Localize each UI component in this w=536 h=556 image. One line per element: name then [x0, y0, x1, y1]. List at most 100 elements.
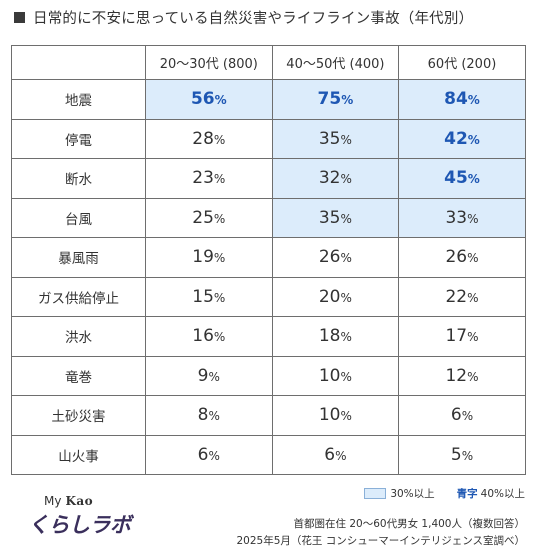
logo-kao: Kao: [65, 494, 94, 508]
value-cell: 9%: [145, 355, 273, 396]
value-unit: %: [340, 251, 352, 266]
value-cell: 19%: [145, 237, 273, 278]
value-cell: 25%: [145, 197, 273, 238]
table-row: 竜巻 9% 10% 12%: [11, 355, 526, 396]
footnote-sample: 首都圏在住 20〜60代男女 1,400人（複数回答）: [293, 518, 525, 530]
table-row: 土砂災害 8% 10% 6%: [11, 395, 526, 436]
title-square-icon: [14, 11, 25, 23]
row-label: 停電: [11, 118, 146, 159]
value-unit: %: [467, 330, 479, 345]
row-label: 暴風雨: [11, 237, 146, 278]
footnote-source: 2025年5月（花王 コンシューマーインテリジェンス室調べ）: [236, 535, 525, 547]
row-label: 断水: [11, 158, 146, 199]
value-cell: 28%: [145, 118, 273, 159]
value-cell: 35%: [271, 118, 400, 159]
value-cell: 6%: [271, 434, 400, 475]
value-number: 56: [190, 89, 215, 110]
value-number: 26: [445, 247, 468, 268]
legend-blue-word: 青字: [456, 488, 478, 500]
value-number: 18: [318, 326, 341, 347]
value-unit: %: [461, 409, 474, 424]
value-number: 45: [444, 168, 468, 189]
value-cell: 33%: [398, 197, 526, 238]
row-label: 山火事: [11, 434, 146, 475]
value-unit: %: [208, 409, 220, 424]
table-body: 地震 56% 75% 84% 停電 28% 35% 42% 断水 23% 32% 45% 台風 25% 35…: [11, 79, 526, 475]
value-number: 10: [318, 365, 341, 386]
value-unit: %: [335, 448, 347, 463]
value-unit: %: [467, 251, 479, 266]
value-unit: %: [340, 290, 352, 305]
value-unit: %: [340, 369, 352, 384]
value-cell: 23%: [145, 158, 273, 199]
value-cell: 22%: [398, 276, 526, 317]
value-cell: 12%: [398, 355, 526, 396]
value-unit: %: [213, 290, 226, 305]
value-unit: %: [340, 409, 352, 424]
value-unit: %: [214, 93, 227, 108]
value-unit: %: [467, 211, 479, 226]
value-number: 19: [192, 247, 214, 268]
table-row: 断水 23% 32% 45%: [11, 158, 526, 199]
value-unit: %: [467, 369, 479, 384]
value-cell: 16%: [145, 316, 273, 357]
column-header: 40〜50代 (400): [271, 45, 400, 80]
value-unit: %: [467, 172, 480, 187]
table-row: 地震 56% 75% 84%: [11, 79, 526, 120]
value-unit: %: [340, 172, 352, 187]
value-unit: %: [208, 369, 220, 384]
value-unit: %: [208, 448, 220, 463]
logo-top: My Kao: [44, 494, 93, 508]
value-cell: 45%: [398, 158, 526, 199]
value-number: 22: [445, 286, 468, 307]
value-unit: %: [467, 93, 480, 108]
value-cell: 18%: [271, 316, 400, 357]
value-cell: 32%: [271, 158, 400, 199]
value-cell: 26%: [271, 237, 400, 278]
value-number: 10: [318, 405, 341, 426]
table-row: 山火事 6% 6% 5%: [11, 434, 526, 475]
legend-highlight-label: 30%以上: [390, 488, 435, 500]
value-number: 35: [318, 207, 341, 228]
value-unit: %: [213, 132, 226, 147]
value-unit: %: [340, 330, 352, 345]
column-header: 60代 (200): [398, 45, 526, 80]
value-cell: 8%: [145, 395, 273, 436]
table-row: ガス供給停止 15% 20% 22%: [11, 276, 526, 317]
value-number: 35: [318, 128, 341, 149]
kurashi-lab-logo: My Kao くらしラボ: [28, 494, 158, 550]
value-cell: 75%: [271, 79, 400, 120]
survey-table: 20〜30代 (800) 40〜50代 (400) 60代 (200) 地震 56…: [11, 45, 526, 475]
value-unit: %: [340, 132, 352, 147]
value-cell: 10%: [271, 355, 400, 396]
legend-highlight-swatch: [364, 488, 387, 499]
value-cell: 84%: [398, 79, 526, 120]
row-label: 洪水: [11, 316, 146, 357]
table-row: 台風 25% 35% 33%: [11, 197, 526, 238]
value-cell: 6%: [145, 434, 273, 475]
value-cell: 10%: [271, 395, 400, 436]
value-number: 6: [324, 444, 336, 465]
value-cell: 35%: [271, 197, 400, 238]
value-number: 5: [450, 444, 462, 465]
value-number: 42: [444, 128, 468, 149]
value-number: 12: [445, 365, 468, 386]
value-number: 8: [197, 405, 209, 426]
column-header: 20〜30代 (800): [145, 45, 273, 80]
row-label: 竜巻: [11, 355, 146, 396]
value-cell: 5%: [398, 434, 526, 475]
value-unit: %: [213, 330, 226, 345]
logo-main: くらしラボ: [28, 513, 131, 537]
value-cell: 26%: [398, 237, 526, 278]
value-unit: %: [461, 448, 474, 463]
value-cell: 6%: [398, 395, 526, 436]
value-cell: 20%: [271, 276, 400, 317]
value-number: 16: [192, 326, 214, 347]
row-label: 土砂災害: [11, 395, 146, 436]
value-cell: 17%: [398, 316, 526, 357]
value-unit: %: [213, 172, 226, 187]
value-unit: %: [467, 132, 480, 147]
value-cell: 42%: [398, 118, 526, 159]
chart-title: 日常的に不安に思っている自然災害やライフライン事故（年代別）: [33, 10, 474, 27]
value-number: 23: [192, 168, 214, 189]
